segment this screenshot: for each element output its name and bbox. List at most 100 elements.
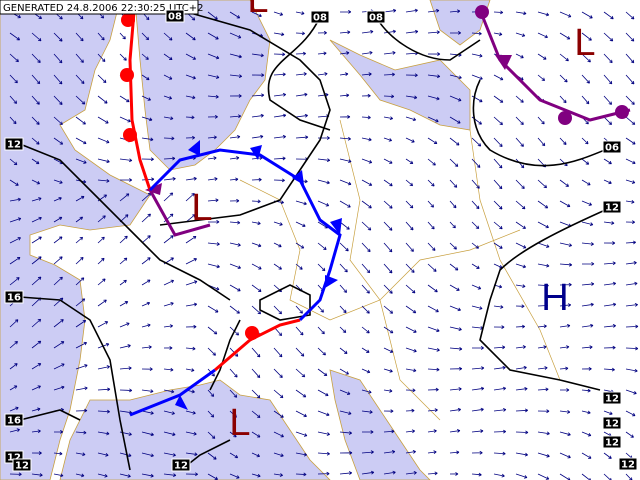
isobar-label: 12 [7,453,21,464]
wind-arrow [559,282,572,287]
wind-arrow [53,473,64,478]
wind-arrow [9,277,20,286]
wind-arrow [141,157,154,162]
wind-arrow [339,114,351,119]
wind-arrow [449,242,457,250]
wind-arrow [229,284,241,292]
wind-arrow [559,53,569,62]
wind-arrow [141,257,151,265]
wind-arrow [185,452,198,457]
wind-arrow [493,116,503,126]
wind-arrow [141,323,151,328]
wind-arrow [273,389,284,399]
wind-arrow [207,114,218,119]
wind-arrow [625,410,636,417]
wind-arrow [493,451,506,456]
wind-arrow [361,158,373,164]
wind-arrow [119,32,126,40]
wind-arrow [581,345,593,350]
wind-arrow [515,284,526,288]
wind-arrow [141,367,153,372]
wind-arrow [185,53,197,60]
wind-arrow [295,452,308,457]
wind-arrow [471,158,481,168]
wind-arrow [537,324,547,329]
wind-arrow [31,276,42,286]
wind-arrow [515,263,527,269]
wind-arrow [163,367,174,372]
wind-arrow [185,32,196,41]
wind-arrow [295,135,309,140]
wind-arrow [449,74,462,80]
wind-arrow [273,32,285,37]
wind-arrow [339,284,348,293]
wind-arrow [295,389,307,398]
wind-arrow [273,134,286,139]
wind-arrow [9,428,20,433]
wind-arrow [559,137,567,145]
wind-arrow [31,116,40,125]
wind-arrow [317,389,329,397]
wind-arrow [537,200,549,209]
wind-arrow [449,387,462,391]
wind-arrow [251,410,261,419]
wind-arrow [449,472,459,476]
wind-arrow [207,74,220,79]
wind-arrow [317,179,330,185]
wind-arrow [273,410,284,418]
wind-arrow [515,242,527,249]
wind-arrow [449,407,461,412]
wind-arrow [31,340,42,349]
wind-arrow [229,263,241,270]
wind-arrow [251,11,262,18]
wind-arrow [515,345,526,349]
wind-arrow [471,53,483,58]
wind-arrow [625,95,635,105]
wind-arrow [119,366,132,371]
wind-arrow [163,431,176,437]
wind-arrow [625,158,636,165]
wind-arrow [515,452,529,457]
wind-arrow [339,450,353,455]
wind-arrow [339,158,352,163]
wind-arrow [493,429,507,434]
wind-arrow [75,452,86,457]
isobar-label-box [602,200,622,214]
wind-arrow [427,450,437,455]
wind-arrow [9,256,21,265]
wind-arrow [273,113,287,118]
wind-arrow [97,365,110,370]
wind-arrow [97,179,110,183]
wind-arrow [251,113,264,118]
wind-arrow [383,179,393,187]
wind-arrow [383,470,396,475]
wind-arrow [295,368,306,378]
wind-arrow [295,242,305,249]
wind-arrow [339,51,350,55]
wind-arrow [53,196,62,202]
wind-arrow [405,347,417,353]
wind-arrow [141,345,152,350]
wind-arrow [295,472,307,477]
wind-arrow [339,431,353,435]
wind-arrow [75,256,84,265]
wind-arrow [31,197,42,202]
wind-arrow [537,137,546,147]
wind-arrow [295,263,303,270]
wind-arrow [515,304,525,309]
wind-arrow [295,326,304,336]
wind-arrow [383,221,393,231]
wind-arrow [31,158,40,165]
wind-arrow [493,158,503,169]
wind-arrow [163,136,175,141]
wind-arrow [251,53,264,58]
wind-arrow [75,74,85,85]
wind-arrow [97,236,105,244]
wind-arrow [141,452,154,458]
wind-arrow [559,32,571,40]
wind-arrow [603,32,614,42]
wind-arrow [405,242,414,252]
wind-arrow [75,53,84,63]
wind-arrow [383,72,395,77]
wind-arrow [97,257,105,265]
